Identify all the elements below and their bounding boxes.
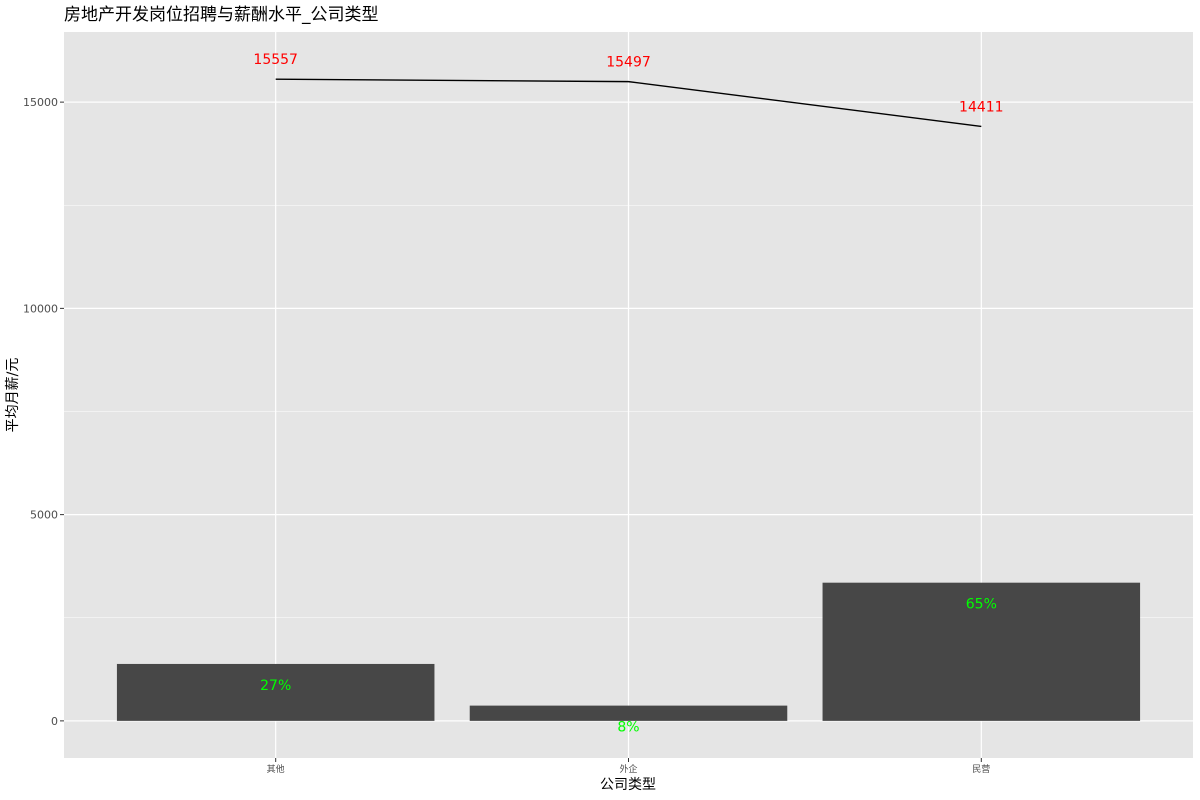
x-tick-label: 外企 (619, 763, 637, 775)
y-tick-label: 10000 (23, 302, 58, 315)
y-tick-label: 5000 (30, 509, 58, 522)
bar-data-label: 8% (617, 720, 639, 736)
line-data-label: 15557 (253, 52, 298, 68)
x-axis-title: 公司类型 (600, 777, 656, 793)
y-tick-label: 15000 (23, 96, 58, 109)
bar (469, 705, 788, 721)
line-data-label: 15497 (606, 55, 651, 71)
y-tick-label: 0 (51, 715, 58, 728)
x-tick-label: 其他 (267, 763, 285, 775)
series-line (275, 78, 982, 128)
bar (822, 582, 1141, 721)
bar (116, 663, 435, 721)
chart-title: 房地产开发岗位招聘与薪酬水平_公司类型 (64, 5, 379, 25)
bar-data-label: 65% (966, 597, 997, 613)
y-axis-title: 平均月薪/元 (5, 358, 21, 433)
bar-data-label: 27% (260, 678, 291, 694)
x-tick-label: 民营 (972, 763, 990, 775)
line-data-label: 14411 (959, 99, 1004, 115)
